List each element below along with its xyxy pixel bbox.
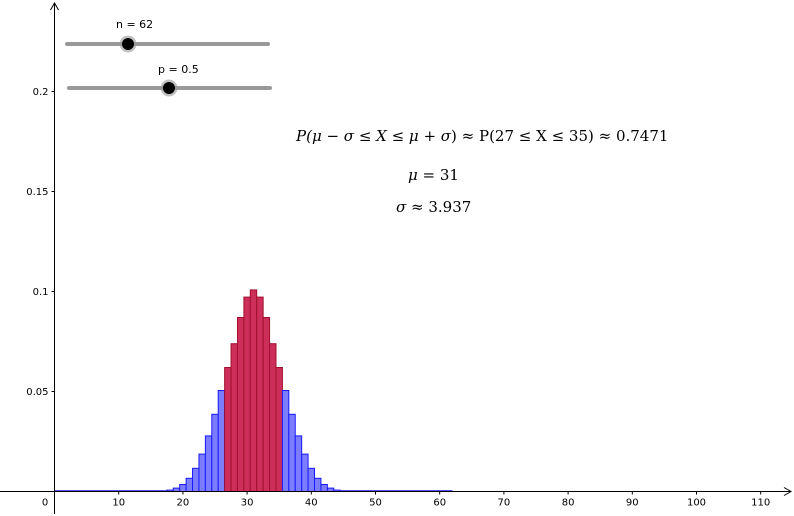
bar-41: [314, 477, 322, 492]
probability-result: ) ≈ P(27 ≤ X ≤ 35) ≈ 0.7471: [451, 127, 668, 145]
bar-37: [288, 413, 296, 492]
bars-group: [54, 289, 453, 493]
bar-27: [224, 367, 232, 492]
bar-31: [249, 289, 258, 492]
slider-p[interactable]: p = 0.5: [67, 63, 272, 97]
x-tick-label-90: 90: [626, 498, 639, 509]
bar-40: [307, 467, 316, 492]
bar-21: [185, 477, 194, 492]
bar-32: [256, 296, 264, 492]
slider-n[interactable]: n = 62: [65, 18, 270, 53]
bar-33: [262, 317, 271, 492]
y-tick-label-2: 0.15: [26, 187, 48, 198]
sigma-formula: σ ≈ 3.937: [396, 198, 471, 216]
bar-34: [269, 343, 277, 493]
bar-38: [294, 435, 303, 492]
probability-formula: P(μ − σ ≤ X ≤ μ + σ) ≈ P(27 ≤ X ≤ 35) ≈ …: [295, 127, 668, 145]
y-axis-arrow: [50, 1, 59, 11]
bar-39: [301, 453, 309, 493]
x-tick-label-70: 70: [498, 498, 511, 509]
sigma-symbol: σ: [396, 198, 407, 216]
bar-24: [204, 435, 213, 492]
slider-p-knob-core[interactable]: [163, 82, 175, 94]
bar-28: [230, 343, 238, 493]
bar-36: [281, 390, 290, 492]
bar-20: [179, 484, 187, 492]
y-tick-label-0: 0.05: [26, 387, 48, 398]
x-axis-arrow: [783, 487, 793, 496]
bar-26: [217, 390, 226, 492]
x-tick-label-110: 110: [751, 498, 770, 509]
y-tick-label-1: 0.1: [33, 287, 49, 298]
bar-30: [243, 296, 251, 492]
bar-23: [198, 453, 206, 493]
slider-p-label: p = 0.5: [158, 63, 199, 76]
probability-prefix: P(: [295, 127, 313, 145]
mu-formula: μ = 31: [408, 166, 459, 184]
sigma-value: ≈ 3.937: [406, 198, 471, 216]
bar-42: [320, 484, 328, 492]
bar-22: [192, 467, 200, 492]
x-tick-label-80: 80: [562, 498, 575, 509]
x-tick-label-50: 50: [369, 498, 382, 509]
mu-symbol: μ: [408, 166, 418, 184]
y-tick-label-3: 0.2: [33, 87, 49, 98]
mu-value: = 31: [418, 166, 459, 184]
bar-35: [275, 367, 283, 492]
x-tick-label-0: 0: [42, 498, 48, 509]
bar-19: [172, 487, 181, 493]
bar-43: [326, 487, 335, 493]
x-tick-label-100: 100: [687, 498, 706, 509]
bar-29: [236, 317, 245, 492]
x-tick-label-30: 30: [241, 498, 254, 509]
probability-interval: μ − σ ≤ X ≤ μ + σ: [312, 127, 452, 145]
x-tick-label-20: 20: [177, 498, 190, 509]
slider-n-label: n = 62: [116, 18, 153, 31]
x-tick-label-10: 10: [112, 498, 125, 509]
bar-25: [211, 413, 219, 492]
x-tick-label-40: 40: [305, 498, 318, 509]
x-tick-label-60: 60: [433, 498, 446, 509]
slider-n-knob-core[interactable]: [122, 38, 134, 50]
